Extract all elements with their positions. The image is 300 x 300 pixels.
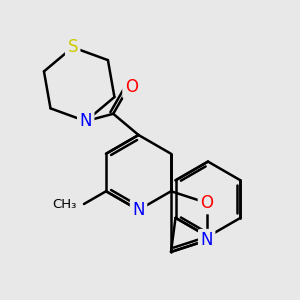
Text: N: N bbox=[200, 231, 213, 249]
Text: N: N bbox=[132, 201, 145, 219]
Text: S: S bbox=[68, 38, 78, 56]
Text: CH₃: CH₃ bbox=[52, 197, 76, 211]
Text: N: N bbox=[80, 112, 92, 130]
Text: O: O bbox=[200, 194, 213, 212]
Text: O: O bbox=[125, 78, 138, 96]
